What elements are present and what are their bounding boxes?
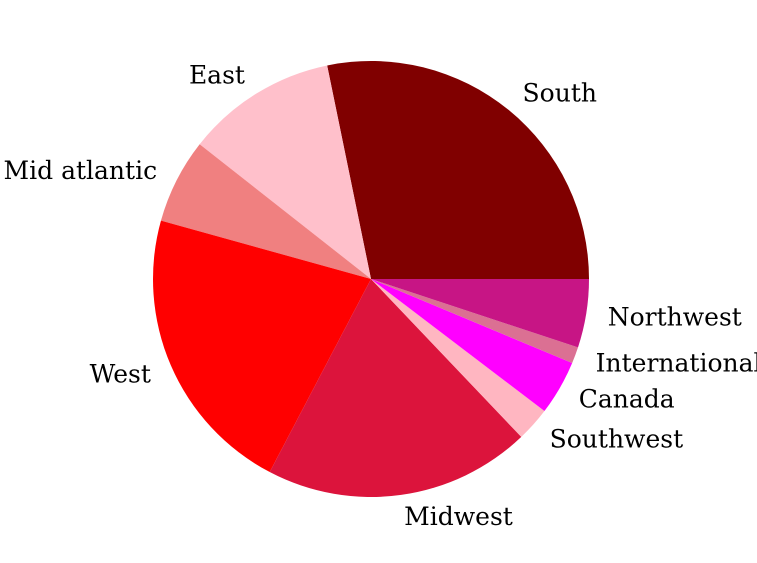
slice-label-east: East	[189, 60, 245, 89]
slice-label-northwest: Northwest	[608, 303, 742, 332]
slice-label-south: South	[523, 79, 597, 108]
pie-slice-northwest	[371, 279, 589, 348]
pie-slice-mid-atlantic	[160, 144, 371, 279]
pie-slice-international	[371, 279, 579, 363]
slice-label-mid-atlantic: Mid atlantic	[4, 156, 158, 185]
pie-slice-west	[152, 220, 371, 473]
pie-slice-midwest	[269, 279, 522, 497]
slices-layer	[152, 61, 589, 497]
pie-slice-south	[327, 61, 589, 279]
pie-slice-east	[199, 65, 371, 280]
slice-label-west: West	[90, 360, 151, 389]
pie-slice-canada	[371, 279, 573, 412]
slice-label-canada: Canada	[579, 384, 675, 413]
pie-slice-southwest	[371, 279, 545, 437]
slice-label-international: International	[596, 348, 757, 377]
slice-label-midwest: Midwest	[404, 502, 513, 531]
labels-layer: South East Mid atlantic West Midwest Southwes…	[4, 60, 757, 531]
slice-label-southwest: Southwest	[550, 424, 684, 453]
